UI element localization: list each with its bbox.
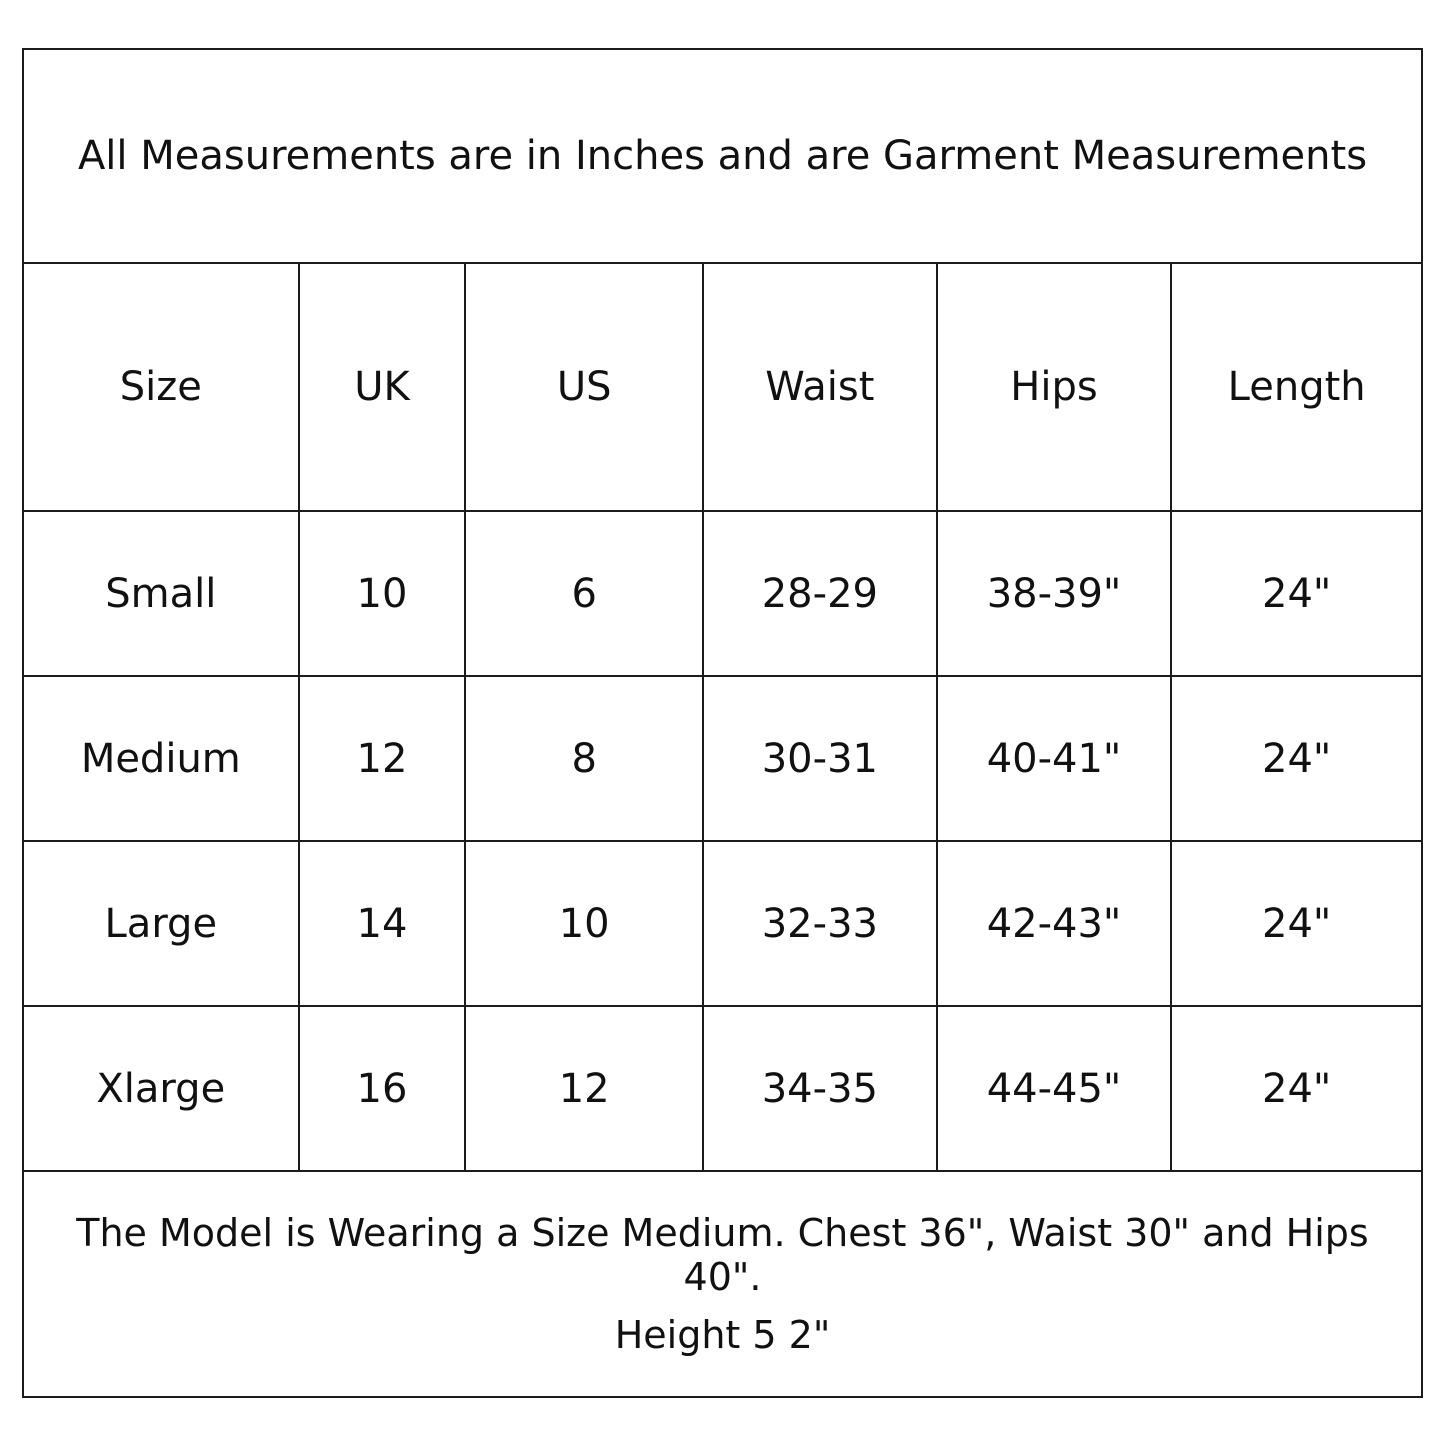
column-header-length: Length bbox=[1227, 364, 1366, 410]
header-row: Size UK US Waist Hips Length bbox=[24, 264, 1421, 512]
cell-length: 24" bbox=[1262, 570, 1332, 617]
column-header-size: Size bbox=[24, 264, 300, 510]
cell-length: 24" bbox=[1262, 900, 1332, 947]
table-footer: The Model is Wearing a Size Medium. Ches… bbox=[24, 1172, 1421, 1396]
size-chart-table: All Measurements are in Inches and are G… bbox=[22, 48, 1423, 1398]
cell-waist: 28-29 bbox=[704, 512, 938, 675]
cell-us: 6 bbox=[466, 512, 705, 675]
cell-size: Large bbox=[24, 842, 300, 1005]
cell-us: 10 bbox=[466, 842, 705, 1005]
cell-waist: 30-31 bbox=[704, 677, 938, 840]
cell-hips: 38-39" bbox=[938, 512, 1173, 675]
cell-uk: 14 bbox=[300, 842, 467, 1005]
table-caption: All Measurements are in Inches and are G… bbox=[24, 50, 1421, 264]
cell-us: 12 bbox=[466, 1007, 705, 1170]
table-row-large: Large 14 10 32-33 42-43" 24" bbox=[24, 842, 1421, 1007]
cell-size: Xlarge bbox=[24, 1007, 300, 1170]
column-header-uk: UK bbox=[300, 264, 467, 510]
cell-size: Medium bbox=[24, 677, 300, 840]
cell-hips: 42-43" bbox=[938, 842, 1173, 1005]
table-row-small: Small 10 6 28-29 38-39" 24" bbox=[24, 512, 1421, 677]
footer-line-2: Height 5 2" bbox=[614, 1313, 831, 1357]
cell-hips: 44-45" bbox=[938, 1007, 1173, 1170]
table-row-xlarge: Xlarge 16 12 34-35 44-45" 24" bbox=[24, 1007, 1421, 1172]
caption-text: All Measurements are in Inches and are G… bbox=[77, 133, 1368, 179]
column-header-us: US bbox=[466, 264, 705, 510]
cell-us: 8 bbox=[466, 677, 705, 840]
cell-waist: 32-33 bbox=[704, 842, 938, 1005]
cell-uk: 12 bbox=[300, 677, 467, 840]
cell-size: Small bbox=[24, 512, 300, 675]
column-header-waist: Waist bbox=[704, 264, 938, 510]
cell-uk: 16 bbox=[300, 1007, 467, 1170]
table-row-medium: Medium 12 8 30-31 40-41" 24" bbox=[24, 677, 1421, 842]
cell-uk: 10 bbox=[300, 512, 467, 675]
cell-waist: 34-35 bbox=[704, 1007, 938, 1170]
cell-length: 24" bbox=[1262, 735, 1332, 782]
column-header-hips: Hips bbox=[938, 264, 1173, 510]
footer-line-1: The Model is Wearing a Size Medium. Ches… bbox=[76, 1211, 1369, 1299]
cell-length: 24" bbox=[1262, 1065, 1332, 1112]
cell-hips: 40-41" bbox=[938, 677, 1173, 840]
